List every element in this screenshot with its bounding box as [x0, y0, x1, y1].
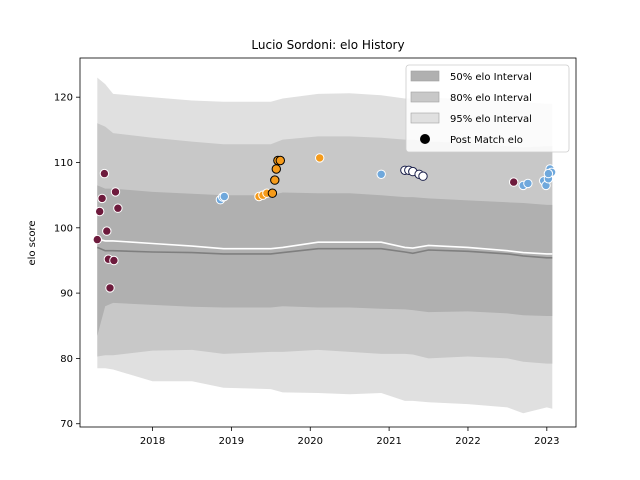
y-tick-label: 70: [60, 419, 73, 430]
data-point: [99, 168, 110, 179]
data-point: [509, 177, 519, 187]
y-tick-label: 90: [60, 289, 73, 300]
legend-label: 50% elo Interval: [450, 72, 532, 83]
x-tick-label: 2020: [298, 436, 323, 447]
data-point: [105, 283, 115, 293]
data-point: [267, 188, 278, 198]
bands-layer: [97, 77, 553, 414]
legend-marker: [420, 134, 430, 144]
lines-layer: [96, 238, 553, 259]
plot-frame: [79, 57, 577, 428]
data-point: [97, 193, 107, 204]
legend-swatch: [410, 112, 440, 124]
legend-label: Post Match elo: [450, 135, 523, 146]
data-point: [275, 155, 285, 166]
data-point: [418, 171, 428, 181]
plot-area: [92, 77, 557, 414]
legend-frame: [405, 64, 570, 153]
legend-swatch: [410, 91, 440, 103]
data-point: [270, 175, 280, 185]
data-point: [523, 178, 533, 189]
y-tick-label: 100: [54, 223, 73, 234]
data-point: [95, 206, 105, 217]
legend: 50% elo Interval 80% elo Interval 95% elo …: [405, 64, 570, 153]
chart-title: Lucio Sordoni: elo History: [251, 38, 404, 52]
legend-swatch: [410, 70, 440, 82]
data-point: [376, 169, 386, 180]
x-axis: 2018 2019 2020 2021 2022 2023: [140, 427, 560, 447]
data-point: [219, 191, 230, 202]
data-point: [315, 153, 325, 163]
x-tick-label: 2018: [140, 436, 165, 447]
y-tick-label: 120: [54, 93, 73, 104]
legend-label: 80% elo Interval: [450, 93, 532, 104]
points-layer: [92, 153, 557, 293]
data-point: [109, 255, 119, 266]
y-tick-label: 110: [54, 158, 73, 169]
median-line: [97, 238, 553, 255]
data-point: [113, 203, 123, 213]
mean-line: [96, 246, 553, 259]
x-tick-label: 2022: [455, 436, 480, 447]
y-tick-label: 80: [60, 354, 73, 365]
data-point: [92, 234, 103, 245]
legend-label: 95% elo Interval: [450, 114, 532, 125]
x-tick-label: 2023: [534, 436, 559, 447]
y-axis-label: elo score: [27, 220, 38, 265]
interval-band-2: [97, 185, 553, 336]
data-point: [110, 187, 121, 197]
y-axis: 70 80 90 100 110 120: [54, 93, 80, 430]
x-tick-label: 2019: [219, 436, 244, 447]
data-point: [543, 168, 554, 179]
x-tick-label: 2021: [376, 436, 401, 447]
data-point: [271, 164, 281, 174]
data-point: [102, 226, 112, 236]
